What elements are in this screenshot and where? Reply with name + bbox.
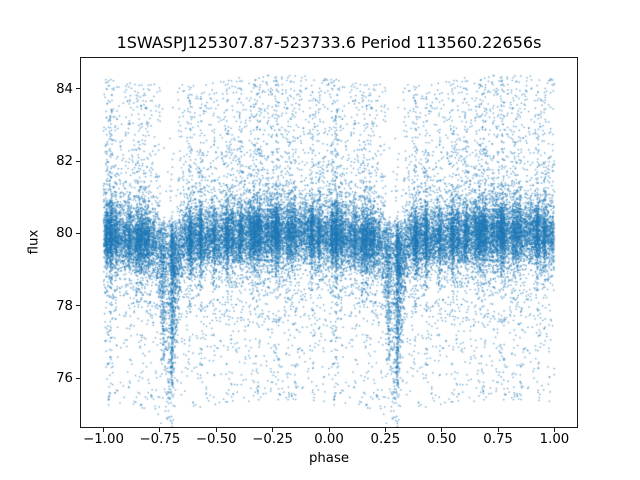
x-tick-mark xyxy=(215,428,217,432)
y-tick-mark xyxy=(76,305,80,307)
x-tick-label: 1.00 xyxy=(539,432,570,447)
x-tick-mark xyxy=(553,428,555,432)
scatter-points-canvas xyxy=(81,58,577,427)
y-tick-label: 80 xyxy=(56,226,73,242)
plot-area xyxy=(80,57,578,428)
y-tick-mark xyxy=(76,160,80,162)
x-tick-label: −0.50 xyxy=(195,432,237,447)
y-axis-label: flux xyxy=(26,229,42,255)
y-tick-label: 84 xyxy=(56,81,73,97)
x-tick-mark xyxy=(497,428,499,432)
y-tick-mark xyxy=(76,232,80,234)
x-axis-label: phase xyxy=(308,451,350,466)
y-tick-mark xyxy=(76,377,80,379)
x-tick-label: −0.25 xyxy=(252,432,293,447)
x-tick-mark xyxy=(272,428,274,432)
x-tick-label: 0.00 xyxy=(314,432,344,447)
y-tick-label: 82 xyxy=(56,154,73,170)
x-tick-label: −1.00 xyxy=(83,432,124,447)
x-tick-mark xyxy=(328,428,330,432)
y-tick-mark xyxy=(76,88,80,90)
x-tick-mark xyxy=(159,428,161,432)
x-tick-label: 0.25 xyxy=(370,432,401,447)
y-tick-label: 78 xyxy=(56,298,73,314)
x-tick-label: −0.75 xyxy=(139,432,181,447)
x-tick-label: 0.50 xyxy=(426,432,457,447)
x-tick-label: 0.75 xyxy=(483,432,513,447)
x-tick-mark xyxy=(103,428,105,432)
chart-title: 1SWASPJ125307.87-523733.6 Period 113560.… xyxy=(116,33,542,52)
y-tick-label: 76 xyxy=(56,371,73,387)
x-tick-mark xyxy=(441,428,443,432)
x-tick-mark xyxy=(384,428,386,432)
